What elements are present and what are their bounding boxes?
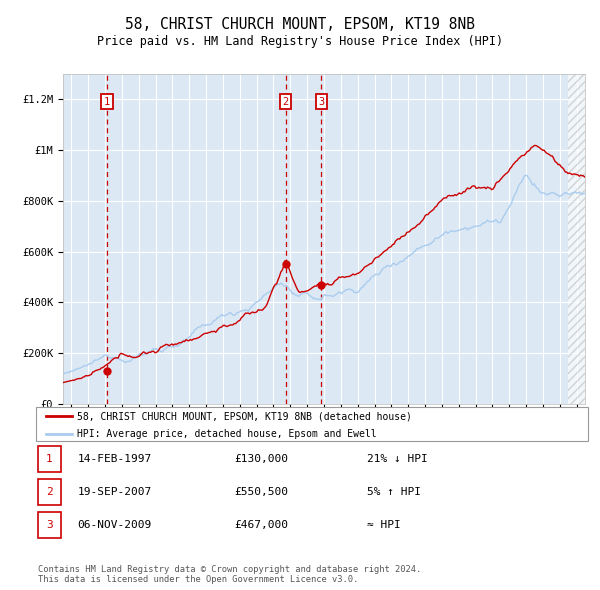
Text: 06-NOV-2009: 06-NOV-2009 — [77, 520, 152, 530]
Text: 2: 2 — [283, 97, 289, 107]
Text: £550,500: £550,500 — [235, 487, 289, 497]
Text: 2: 2 — [46, 487, 53, 497]
Text: 3: 3 — [319, 97, 325, 107]
FancyBboxPatch shape — [38, 479, 61, 505]
Text: 58, CHRIST CHURCH MOUNT, EPSOM, KT19 8NB (detached house): 58, CHRIST CHURCH MOUNT, EPSOM, KT19 8NB… — [77, 411, 412, 421]
Text: ≈ HPI: ≈ HPI — [367, 520, 401, 530]
Text: Price paid vs. HM Land Registry's House Price Index (HPI): Price paid vs. HM Land Registry's House … — [97, 35, 503, 48]
Text: 1: 1 — [104, 97, 110, 107]
Text: Contains HM Land Registry data © Crown copyright and database right 2024.
This d: Contains HM Land Registry data © Crown c… — [38, 565, 421, 584]
FancyBboxPatch shape — [36, 407, 588, 441]
Text: HPI: Average price, detached house, Epsom and Ewell: HPI: Average price, detached house, Epso… — [77, 429, 377, 439]
Text: 1: 1 — [46, 454, 53, 464]
Text: 5% ↑ HPI: 5% ↑ HPI — [367, 487, 421, 497]
Bar — [568, 74, 593, 404]
Text: 14-FEB-1997: 14-FEB-1997 — [77, 454, 152, 464]
FancyBboxPatch shape — [38, 512, 61, 538]
Text: 19-SEP-2007: 19-SEP-2007 — [77, 487, 152, 497]
Text: 58, CHRIST CHURCH MOUNT, EPSOM, KT19 8NB: 58, CHRIST CHURCH MOUNT, EPSOM, KT19 8NB — [125, 17, 475, 32]
Text: 21% ↓ HPI: 21% ↓ HPI — [367, 454, 428, 464]
Text: 3: 3 — [46, 520, 53, 530]
Text: £130,000: £130,000 — [235, 454, 289, 464]
Text: £467,000: £467,000 — [235, 520, 289, 530]
FancyBboxPatch shape — [38, 446, 61, 472]
